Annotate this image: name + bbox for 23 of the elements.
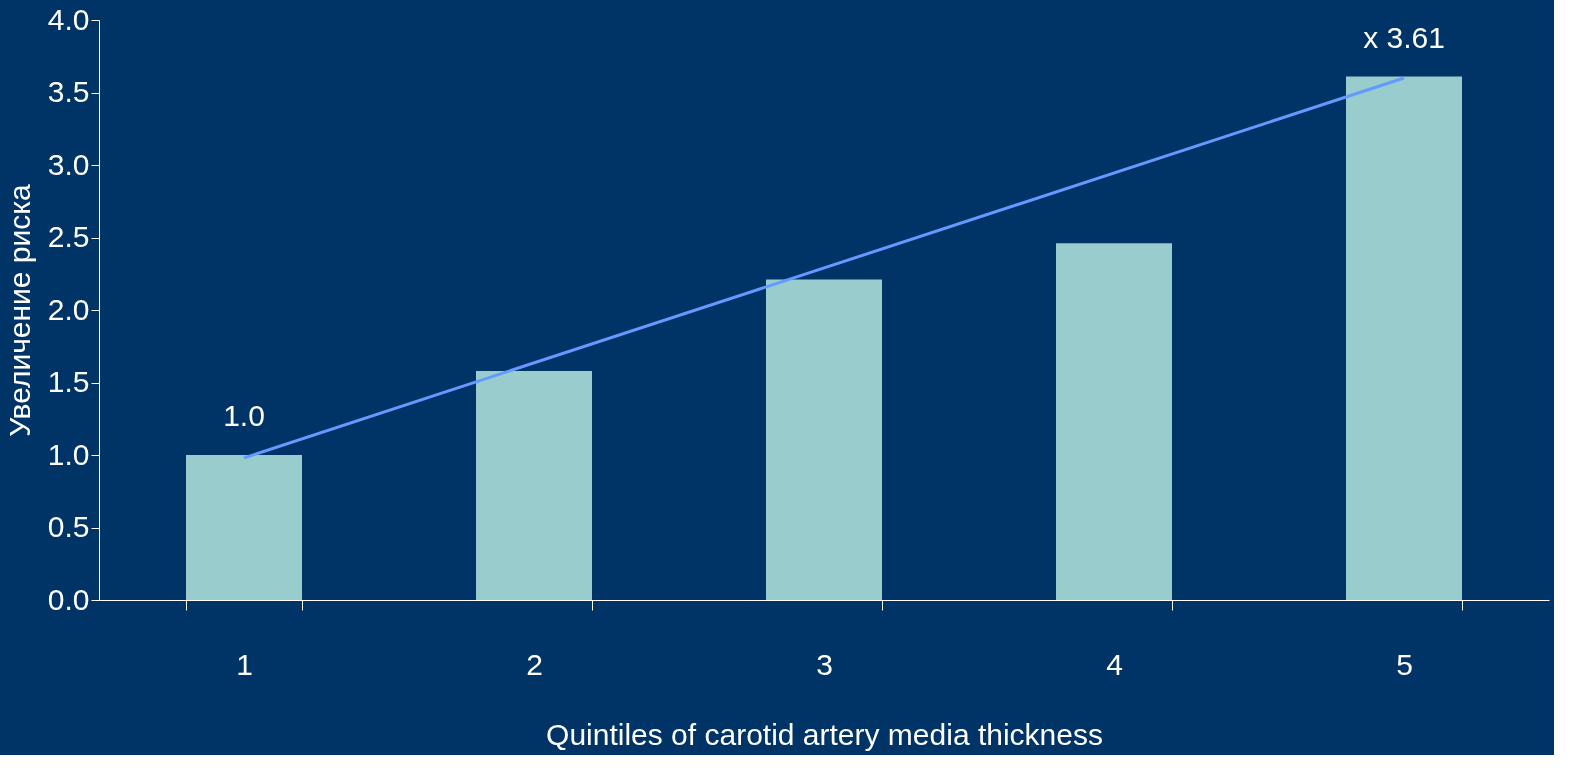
bar (186, 455, 302, 600)
y-tick-label: 3.5 (47, 75, 90, 108)
annotation: 1.0 (223, 399, 265, 432)
x-tick-label: 1 (236, 647, 253, 681)
x-tick-label: 5 (1396, 647, 1413, 681)
y-tick-label: 0.0 (47, 582, 90, 616)
x-tick-label: 2 (526, 647, 543, 681)
y-tick-label: 1.0 (47, 437, 90, 471)
x-tick-label: 3 (816, 647, 833, 681)
annotation: x 3.61 (1363, 20, 1445, 54)
y-tick-label: 2.5 (47, 220, 90, 253)
bar (1056, 243, 1172, 600)
y-tick-label: 2.0 (47, 292, 90, 326)
x-tick-label: 4 (1106, 647, 1123, 681)
y-tick-label: 1.5 (47, 365, 90, 398)
y-tick-label: 0.5 (47, 510, 90, 543)
bar (766, 279, 882, 600)
bar (476, 370, 592, 600)
y-tick-label: 3.0 (47, 147, 90, 181)
y-tick-label: 4.0 (47, 2, 90, 36)
bar (1346, 76, 1462, 600)
y-axis-title: Увеличение риска (2, 183, 36, 437)
x-axis-title: Quintiles of carotid artery media thickness (546, 717, 1103, 751)
